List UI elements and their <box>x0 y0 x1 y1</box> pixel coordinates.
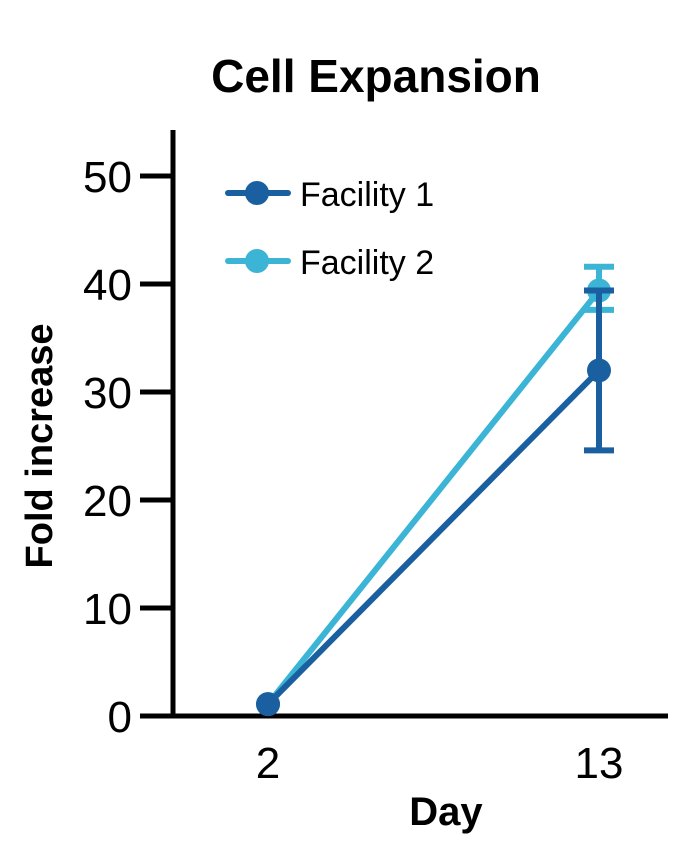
x-tick-label: 13 <box>575 739 624 788</box>
series-group <box>256 263 614 717</box>
y-tick-label: 40 <box>83 261 132 310</box>
legend-marker-facility-2 <box>245 249 269 273</box>
chart-title: Cell Expansion <box>211 50 541 102</box>
x-tick-label: 2 <box>256 739 280 788</box>
y-tick-label: 50 <box>83 153 132 202</box>
legend-label: Facility 1 <box>300 176 434 214</box>
data-point <box>587 358 611 383</box>
y-ticks: 0 10 20 30 40 50 <box>83 153 173 742</box>
y-tick-label: 0 <box>108 693 132 742</box>
legend-marker-facility-1 <box>245 181 269 205</box>
legend-label: Facility 2 <box>300 244 434 282</box>
y-tick-label: 10 <box>83 585 132 634</box>
data-point <box>256 692 280 717</box>
legend: Facility 1 Facility 2 <box>225 176 434 282</box>
y-axis-label: Fold increase <box>19 324 61 569</box>
y-tick-label: 20 <box>83 477 132 526</box>
series-line <box>265 288 602 706</box>
x-axis-label: Day <box>409 790 483 834</box>
y-tick-label: 30 <box>83 369 132 418</box>
series-line <box>265 368 602 707</box>
